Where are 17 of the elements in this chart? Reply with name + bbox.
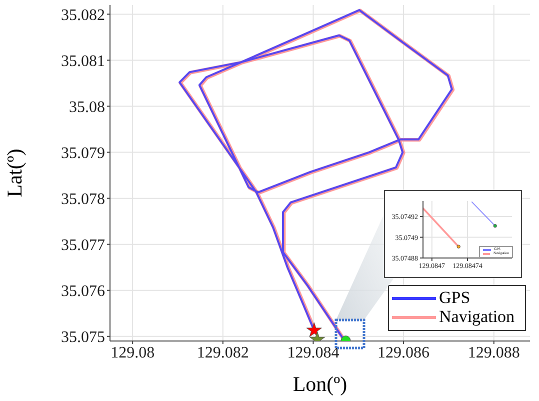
y-tick-label: 35.077 (61, 237, 105, 254)
y-tick-label: 35.082 (61, 6, 105, 24)
legend-label: GPS (439, 288, 470, 308)
x-tick-label: 129.086 (378, 344, 430, 362)
y-tick-label: 35.076 (61, 283, 105, 300)
x-tick-label: 129.08 (110, 344, 155, 362)
legend-label: Navigation (439, 307, 515, 327)
y-axis-title: Lat(º) (2, 148, 26, 198)
y-tick-label: 35.08 (69, 98, 105, 116)
y-tick-label: 35.078 (61, 190, 105, 208)
x-axis-title: Lon(º) (292, 372, 348, 396)
x-tick-label: 129.088 (468, 344, 520, 362)
x-tick-label: 129.084 (287, 344, 340, 362)
x-tick-label: 129.082 (196, 344, 249, 362)
y-tick-label: 35.079 (61, 144, 105, 162)
y-tick-label: 35.075 (61, 329, 105, 346)
y-tick-label: 35.081 (61, 52, 105, 70)
